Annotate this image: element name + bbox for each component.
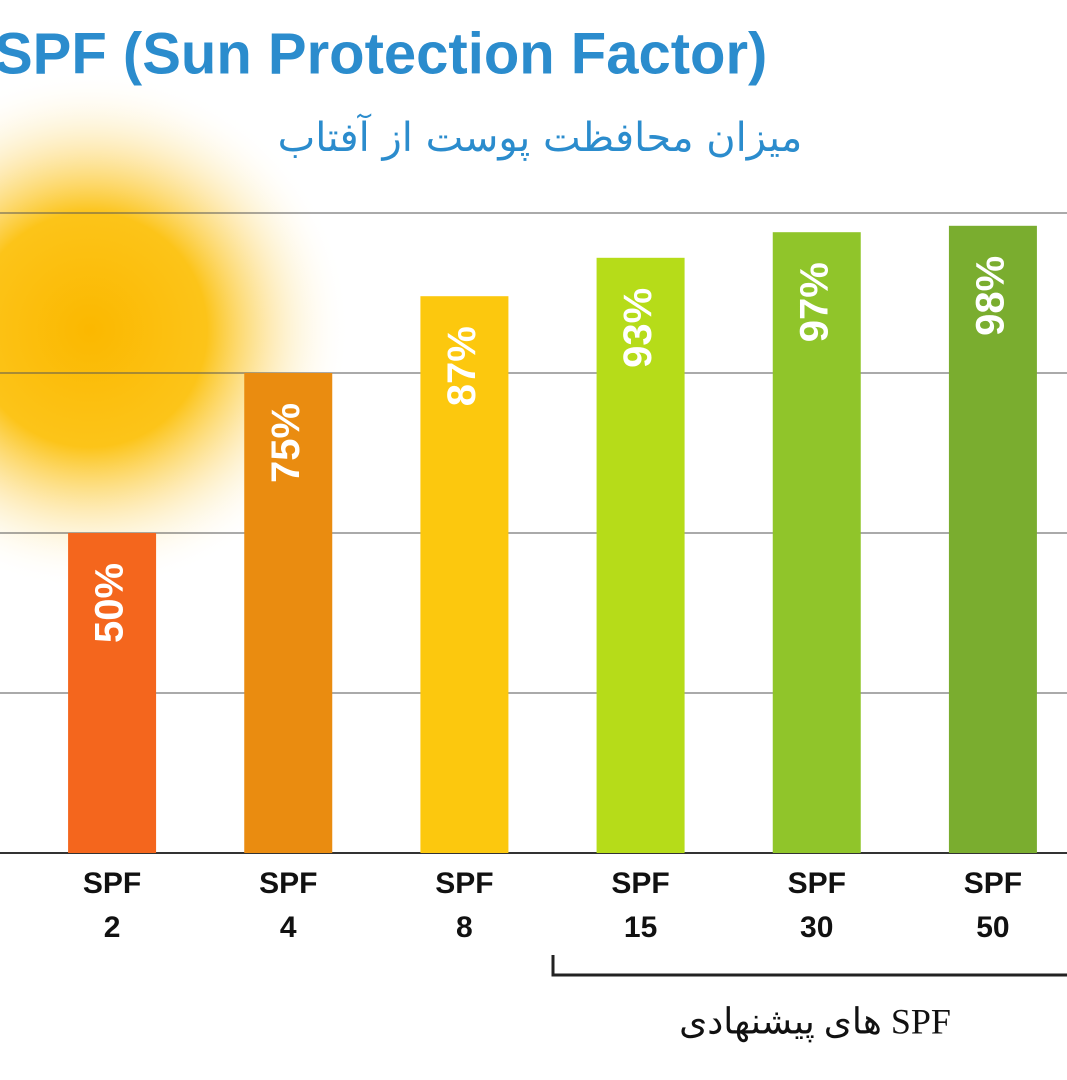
value-label: 98%	[968, 256, 1012, 336]
bar	[420, 296, 509, 853]
x-tick-label: SPF 8	[435, 867, 494, 944]
value-label: 50%	[88, 563, 132, 643]
value-label: 87%	[440, 326, 484, 406]
bar	[68, 533, 157, 853]
chart-title: SPF (Sun Protection Factor)	[0, 21, 767, 86]
annotation: SPF های پیشنهادی	[679, 1001, 951, 1042]
bar	[596, 257, 685, 853]
value-label: 75%	[264, 403, 308, 483]
bracket	[551, 955, 1067, 977]
bar	[772, 232, 861, 853]
bar	[244, 373, 333, 853]
value-label: 93%	[616, 288, 660, 368]
bar	[948, 225, 1037, 854]
value-label: 97%	[792, 262, 836, 342]
x-tick-label: SPF 2	[82, 867, 142, 944]
x-tick-label: SPF 30	[787, 867, 846, 944]
chart-subtitle: میزان محافظت پوست از آفتاب	[278, 113, 803, 161]
x-tick-label: SPF 50	[963, 867, 1023, 944]
x-tick-label: SPF 15	[611, 867, 670, 944]
x-tick-label: SPF 4	[259, 867, 318, 944]
